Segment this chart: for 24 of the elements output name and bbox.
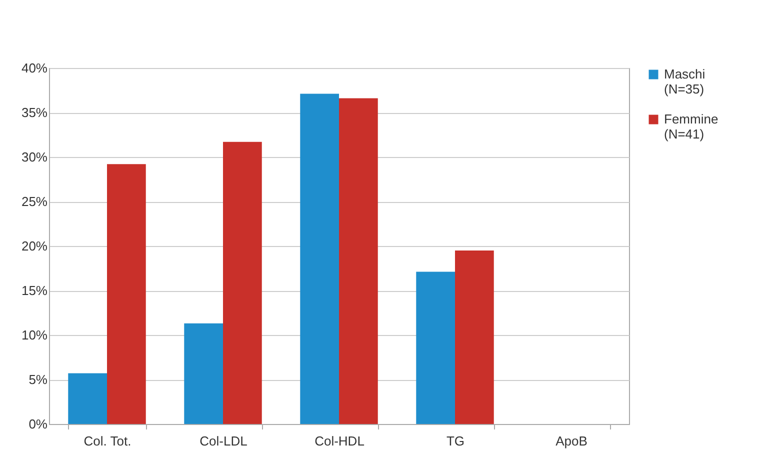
y-tick-label: 20% [21,238,48,254]
bar [300,94,339,424]
bar [107,164,146,424]
bar [184,323,223,424]
bar [416,272,455,424]
legend-label: Femmine (N=41) [664,112,718,142]
y-tick-label: 30% [21,150,48,164]
y-tick-label: 15% [21,283,48,298]
bar [68,373,107,424]
x-tick-label: ApoB [556,434,588,448]
y-tick-label: 40% [21,60,48,76]
y-tick-label: 5% [28,372,48,387]
y-tick-label: 35% [21,105,48,120]
x-tick-label: Col-HDL [314,434,364,448]
x-tick-label: Col-LDL [200,434,248,448]
y-tick-label: 0% [28,416,48,432]
x-tick-label: TG [446,434,465,448]
x-tick-label: Col. Tot. [84,434,132,448]
bar [223,142,262,424]
y-tick-label: 25% [21,194,48,209]
legend-label: Maschi (N=35) [664,66,706,96]
y-tick-label: 10% [21,328,48,342]
bar [339,98,378,424]
bar [455,250,494,424]
